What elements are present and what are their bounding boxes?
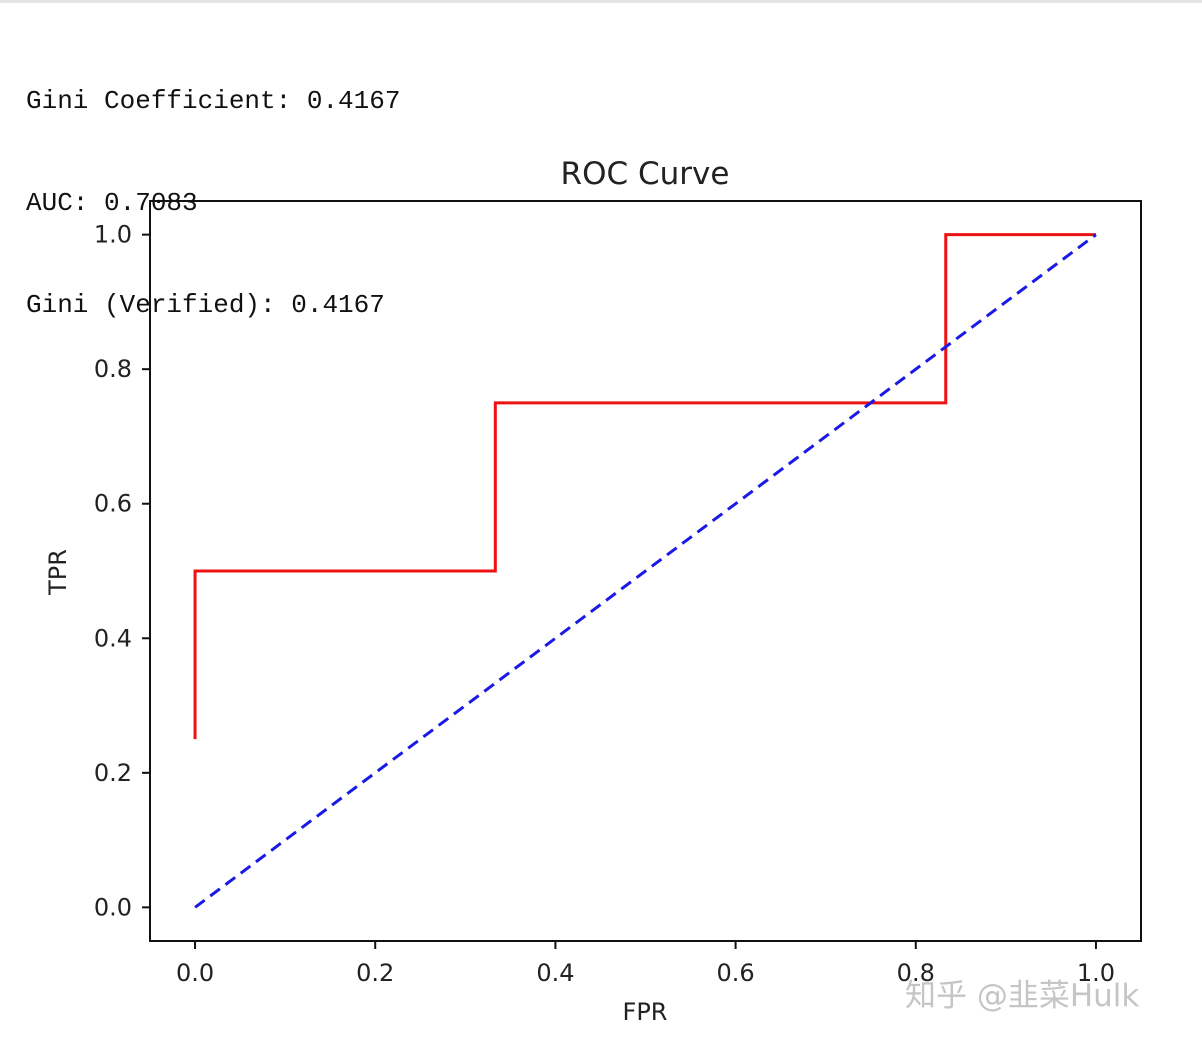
- x-tick-label: 0.8: [897, 959, 935, 987]
- top-divider: [0, 0, 1202, 3]
- console-line-gini-verified: Gini (Verified): 0.4167: [26, 290, 385, 320]
- chart-title: ROC Curve: [561, 156, 730, 192]
- console-line-gini: Gini Coefficient: 0.4167: [26, 86, 401, 116]
- x-axis: 0.0 0.2 0.4 0.6 0.8 1.0: [176, 941, 1115, 987]
- y-axis: 0.0 0.2 0.4 0.6 0.8 1.0: [94, 221, 150, 921]
- x-tick-label: 0.0: [176, 959, 214, 987]
- series-layer: [193, 233, 1097, 909]
- y-tick-label: 0.2: [94, 759, 132, 787]
- y-tick-label: 0.8: [94, 355, 132, 383]
- x-tick-label: 1.0: [1077, 959, 1115, 987]
- watermark: 知乎 @韭菜Hulk: [905, 978, 1140, 1014]
- x-tick-label: 0.6: [717, 959, 755, 987]
- x-axis-label: FPR: [623, 998, 668, 1026]
- x-tick-label: 0.4: [536, 959, 574, 987]
- y-tick-label: 0.6: [94, 490, 132, 518]
- x-tick-label: 0.2: [356, 959, 394, 987]
- y-tick-label: 0.0: [94, 893, 132, 921]
- y-tick-label: 0.4: [94, 624, 132, 652]
- plot-frame: [149, 200, 1142, 942]
- y-tick-label: 1.0: [94, 221, 132, 249]
- diagonal-reference-line: [194, 233, 1097, 909]
- roc-curve-line: [193, 233, 1096, 740]
- y-axis-label: TPR: [44, 549, 72, 596]
